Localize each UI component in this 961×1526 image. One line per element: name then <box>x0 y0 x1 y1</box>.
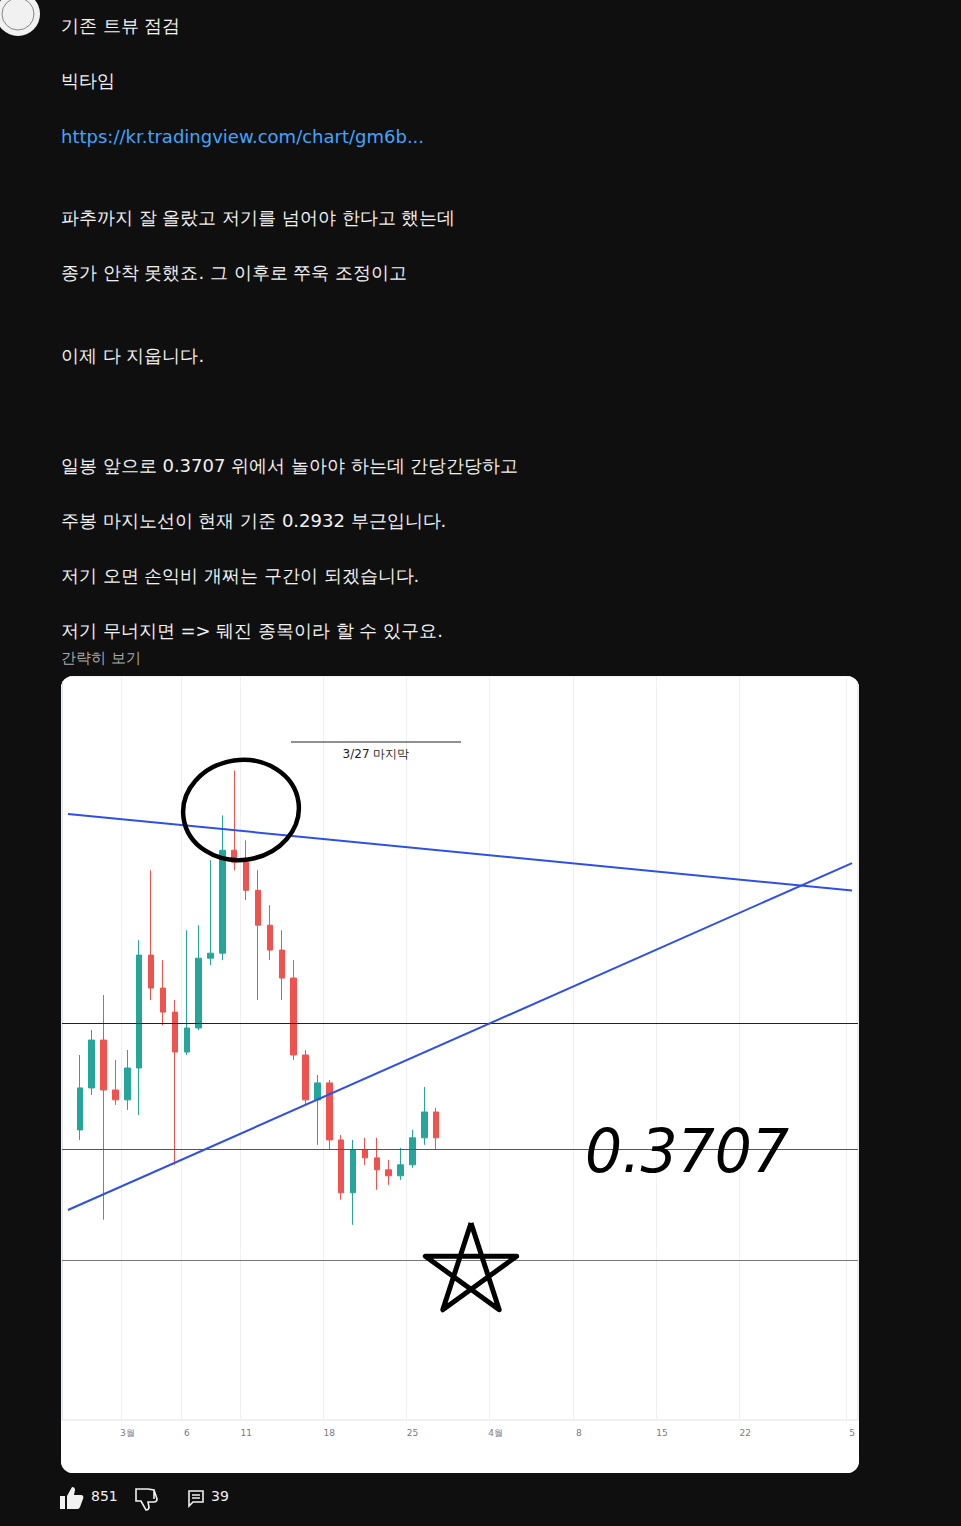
html-text:종가 안착 못했죠. 그 이후로 쭈욱 조정이고: 종가 안착 못했죠. 그 이후로 쭈욱 조정이고 <box>61 262 408 283</box>
svg-text:4월: 4월 <box>488 1428 503 1438</box>
svg-text:22: 22 <box>739 1428 750 1438</box>
svg-text:0.3707: 0.3707 <box>585 1116 789 1186</box>
svg-text:5: 5 <box>849 1428 855 1438</box>
html-text:간략히 보기: 간략히 보기 <box>61 649 141 667</box>
html-text:저기 무너지면 => 뒈진 종목이라 할 수 있구요.: 저기 무너지면 => 뒈진 종목이라 할 수 있구요. <box>61 620 443 641</box>
svg-text:25: 25 <box>407 1428 418 1438</box>
svg-text:6: 6 <box>184 1428 190 1438</box>
html-text:주봉 마지노선이 현재 기준 0.2932 부근입니다.: 주봉 마지노선이 현재 기준 0.2932 부근입니다. <box>61 510 447 531</box>
html-text:빅타임: 빅타임 <box>61 70 115 91</box>
html-text:이제 다 지웁니다.: 이제 다 지웁니다. <box>61 345 205 366</box>
svg-text:3월: 3월 <box>120 1428 135 1438</box>
html-text:https://kr.tradingview.com/cha: https://kr.tradingview.com/chart/gm6b... <box>61 126 425 147</box>
html-text:파추까지 잘 올랐고 저기를 넘어야 한다고 했는데: 파추까지 잘 올랐고 저기를 넘어야 한다고 했는데 <box>61 207 456 228</box>
html-text:39: 39 <box>211 1488 229 1504</box>
svg-text:8: 8 <box>576 1428 582 1438</box>
svg-text:18: 18 <box>324 1428 336 1438</box>
svg-text:15: 15 <box>656 1428 667 1438</box>
html-text:기존 트뷰 점검: 기존 트뷰 점검 <box>61 15 181 36</box>
svg-text:11: 11 <box>240 1428 251 1438</box>
svg-text:3/27 마지막: 3/27 마지막 <box>343 747 410 761</box>
html-text:저기 오면 손익비 개쩌는 구간이 되겠습니다.: 저기 오면 손익비 개쩌는 구간이 되겠습니다. <box>61 565 420 586</box>
html-text:일봉 앞으로 0.3707 위에서 놀아야 하는데 간당간당: 일봉 앞으로 0.3707 위에서 놀아야 하는데 간당간당하고 <box>61 455 519 476</box>
html-text:851: 851 <box>91 1488 118 1504</box>
